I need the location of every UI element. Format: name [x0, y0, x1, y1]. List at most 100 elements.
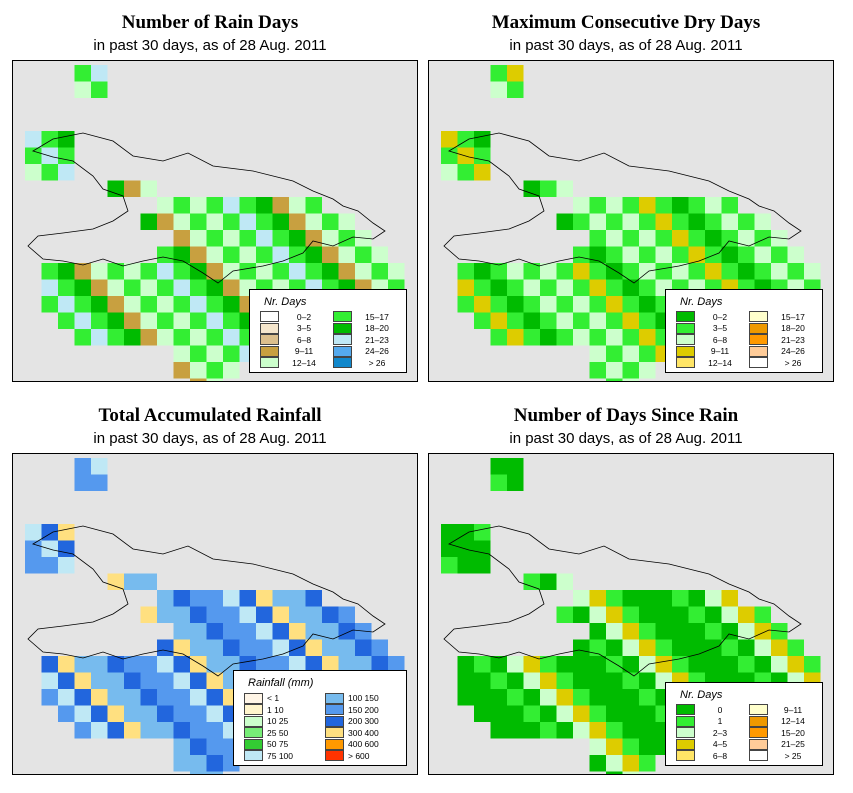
grid-cell: [206, 672, 223, 689]
grid-cell: [58, 131, 75, 148]
grid-cell: [507, 722, 524, 739]
map-legend: Nr. Days 0–2 3–5 6–8 9–11 12–14 15–17 18…: [249, 288, 407, 373]
grid-cell: [457, 131, 474, 148]
grid-cell: [457, 524, 474, 541]
grid-cell: [738, 246, 755, 263]
grid-cell: [589, 755, 606, 772]
grid-cell: [173, 230, 190, 247]
grid-cell: [573, 689, 590, 706]
grid-cell: [74, 722, 91, 739]
grid-cell: [639, 213, 656, 230]
grid-cell: [206, 263, 223, 280]
grid-cell: [474, 279, 491, 296]
grid-cell: [672, 639, 689, 656]
grid-cell: [173, 672, 190, 689]
grid-cell: [507, 705, 524, 722]
legend-item: 24–26: [749, 345, 814, 357]
legend-title: Nr. Days: [680, 688, 723, 701]
grid-cell: [124, 573, 141, 590]
legend-label: 150 200: [348, 704, 379, 715]
grid-cell: [305, 639, 322, 656]
grid-cell: [190, 672, 207, 689]
grid-cell: [239, 213, 256, 230]
grid-cell: [91, 458, 108, 475]
legend-item: 0–2: [676, 311, 741, 323]
grid-cell: [606, 345, 623, 362]
legend-label: 1 10: [267, 704, 284, 715]
grid-cell: [738, 639, 755, 656]
grid-cell: [540, 656, 557, 673]
grid-cell: [256, 606, 273, 623]
grid-cell: [239, 639, 256, 656]
grid-cell: [58, 540, 75, 557]
grid-cell: [173, 362, 190, 379]
grid-cell: [289, 656, 306, 673]
grid-cell: [738, 656, 755, 673]
grid-cell: [705, 656, 722, 673]
grid-cell: [58, 705, 75, 722]
grid-cell: [622, 722, 639, 739]
grid-cell: [289, 213, 306, 230]
grid-cell: [371, 246, 388, 263]
grid-cell: [606, 362, 623, 379]
grid-cell: [688, 656, 705, 673]
grid-cell: [322, 639, 339, 656]
grid-cell: [523, 573, 540, 590]
legend-label: 12–14: [292, 357, 316, 368]
legend-item: 18–20: [749, 322, 814, 334]
grid-cell: [25, 131, 42, 148]
legend-item: 24–26: [333, 345, 398, 357]
legend-item: 100 150: [325, 692, 398, 704]
grid-cell: [239, 263, 256, 280]
grid-cell: [573, 312, 590, 329]
grid-cell: [787, 246, 804, 263]
grid-cell: [289, 606, 306, 623]
grid-cell: [173, 722, 190, 739]
grid-cell: [173, 296, 190, 313]
grid-cell: [41, 689, 58, 706]
grid-cell: [124, 296, 141, 313]
legend-item: 10 25: [244, 715, 317, 727]
legend-item: 0: [676, 704, 741, 716]
grid-cell: [540, 279, 557, 296]
grid-cell: [589, 329, 606, 346]
grid-cell: [754, 230, 771, 247]
grid-cell: [655, 263, 672, 280]
grid-cell: [606, 197, 623, 214]
grid-cell: [58, 279, 75, 296]
grid-cell: [371, 263, 388, 280]
grid-cell: [74, 672, 91, 689]
legend-item: 15–17: [749, 311, 814, 323]
grid-cell: [206, 656, 223, 673]
grid-cell: [140, 672, 157, 689]
grid-cell: [190, 771, 207, 774]
legend-label: 10 25: [267, 716, 289, 727]
grid-cell: [523, 689, 540, 706]
grid-cell: [74, 689, 91, 706]
grid-cell: [688, 246, 705, 263]
legend-label: 2–3: [712, 727, 728, 738]
grid-cell: [721, 639, 738, 656]
grid-cell: [573, 213, 590, 230]
grid-cell: [589, 689, 606, 706]
grid-cell: [721, 213, 738, 230]
legend-label: 15–17: [781, 311, 805, 322]
grid-cell: [190, 362, 207, 379]
grid-cell: [322, 263, 339, 280]
grid-cell: [573, 590, 590, 607]
grid-cell: [688, 590, 705, 607]
grid-cell: [490, 312, 507, 329]
legend-item: 1 10: [244, 704, 317, 716]
grid-cell: [490, 65, 507, 82]
grid-cell: [622, 213, 639, 230]
grid-cell: [705, 197, 722, 214]
grid-cell: [239, 246, 256, 263]
grid-cell: [771, 246, 788, 263]
grid-cell: [655, 246, 672, 263]
grid-cell: [441, 524, 458, 541]
grid-cell: [540, 180, 557, 197]
map-area: Nr. Days 0–2 3–5 6–8 9–11 12–14 15–17 18…: [12, 60, 418, 382]
grid-cell: [239, 623, 256, 640]
grid-cell: [639, 345, 656, 362]
grid-cell: [74, 65, 91, 82]
